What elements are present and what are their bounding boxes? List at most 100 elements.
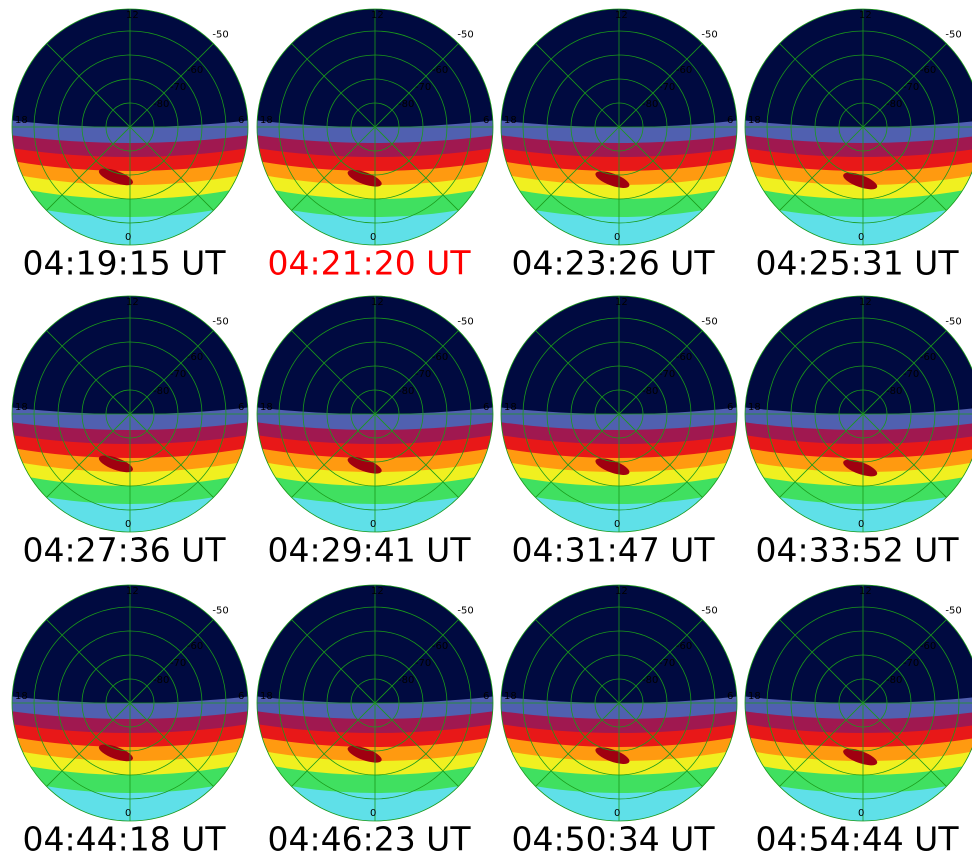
- grid-label: -70: [415, 369, 431, 380]
- grid: [256, 8, 494, 246]
- grid-label: -80: [642, 386, 658, 397]
- grid-label: -50: [945, 606, 961, 617]
- grid-label: -60: [920, 65, 936, 76]
- grid-label: -50: [212, 30, 228, 41]
- time-label: 04:33:52 UT: [755, 531, 959, 570]
- bright-spot: [98, 455, 133, 473]
- meridian: [46, 330, 214, 498]
- grid-label: -70: [903, 82, 919, 93]
- grid-label: 18: [504, 115, 517, 126]
- grid: [500, 8, 738, 246]
- grid-label: 0: [370, 808, 376, 819]
- grid-label: 6: [238, 402, 244, 413]
- time-label: 04:44:18 UT: [22, 820, 226, 859]
- grid: [744, 8, 972, 246]
- grid-label: 0: [125, 232, 131, 243]
- grid-label: 0: [125, 808, 131, 819]
- grid-label: -70: [415, 658, 431, 669]
- grid-label: 6: [727, 691, 733, 702]
- meridian: [535, 619, 703, 787]
- grid-label: -80: [153, 99, 169, 110]
- grid-label: 12: [859, 586, 872, 597]
- meridian: [46, 619, 214, 787]
- grid-label: -80: [886, 675, 902, 686]
- grid-label: -80: [398, 675, 414, 686]
- bright-spot: [347, 169, 382, 187]
- grid: [744, 584, 972, 822]
- grid-label: 12: [859, 10, 872, 21]
- grid-label: -50: [945, 30, 961, 41]
- time-label: 04:21:20 UT: [267, 244, 471, 283]
- grid-label: 18: [748, 691, 761, 702]
- grid-label: -60: [676, 65, 692, 76]
- grid-label: -60: [187, 641, 203, 652]
- grid-label: 18: [15, 115, 28, 126]
- grid-label: 6: [238, 115, 244, 126]
- grid-label: 12: [615, 10, 628, 21]
- time-label: 04:54:44 UT: [755, 820, 959, 859]
- time-label: 04:23:26 UT: [511, 244, 715, 283]
- grid-label: -60: [676, 641, 692, 652]
- meridian: [779, 330, 947, 498]
- bright-spot: [595, 171, 630, 188]
- grid-label: -60: [187, 65, 203, 76]
- bright-spot: [98, 168, 133, 186]
- grid-label: -70: [170, 82, 186, 93]
- grid-label: 12: [126, 586, 139, 597]
- grid-label: 12: [126, 297, 139, 308]
- grid-label: -60: [920, 641, 936, 652]
- grid-label: 18: [260, 402, 273, 413]
- grid: [11, 8, 249, 246]
- grid-label: -70: [903, 658, 919, 669]
- grid-label: 18: [748, 115, 761, 126]
- grid-label: 6: [483, 115, 489, 126]
- grid-label: -80: [153, 386, 169, 397]
- time-label: 04:19:15 UT: [22, 244, 226, 283]
- grid-label: 12: [615, 586, 628, 597]
- grid-label: -80: [398, 99, 414, 110]
- grid-label: -50: [212, 317, 228, 328]
- meridian: [291, 619, 459, 787]
- grid: [500, 584, 738, 822]
- grid: [256, 295, 494, 533]
- time-label: 04:50:34 UT: [511, 820, 715, 859]
- bright-spot: [98, 744, 133, 762]
- grid: [256, 584, 494, 822]
- grid-label: 6: [483, 691, 489, 702]
- bright-spot: [347, 745, 382, 763]
- grid-label: 0: [858, 808, 864, 819]
- grid-label: -60: [676, 352, 692, 363]
- grid-label: 12: [126, 10, 139, 21]
- grid-label: 6: [483, 402, 489, 413]
- grid-label: -60: [432, 65, 448, 76]
- bright-spot: [347, 456, 382, 474]
- grid-label: 18: [748, 402, 761, 413]
- meridian: [779, 43, 947, 211]
- grid-label: -70: [659, 369, 675, 380]
- grid-label: -70: [170, 658, 186, 669]
- grid-label: -50: [212, 606, 228, 617]
- grid-label: -50: [457, 30, 473, 41]
- bright-spot: [595, 747, 630, 764]
- grid-label: -70: [415, 82, 431, 93]
- time-label: 04:31:47 UT: [511, 531, 715, 570]
- grid-label: 0: [370, 232, 376, 243]
- bright-spot: [843, 172, 878, 190]
- grid-label: 0: [858, 519, 864, 530]
- grid-label: 18: [260, 691, 273, 702]
- grid-label: 12: [615, 297, 628, 308]
- grid-label: 18: [260, 115, 273, 126]
- grid-label: 6: [727, 402, 733, 413]
- grid-label: -50: [701, 317, 717, 328]
- grid-label: -70: [659, 82, 675, 93]
- grid-label: -60: [432, 641, 448, 652]
- grid-label: 0: [614, 808, 620, 819]
- grid-label: -70: [170, 369, 186, 380]
- meridian: [291, 330, 459, 498]
- grid-label: -60: [432, 352, 448, 363]
- grid-label: -80: [642, 99, 658, 110]
- grid-label: -80: [398, 386, 414, 397]
- meridian: [46, 43, 214, 211]
- grid-label: -80: [886, 99, 902, 110]
